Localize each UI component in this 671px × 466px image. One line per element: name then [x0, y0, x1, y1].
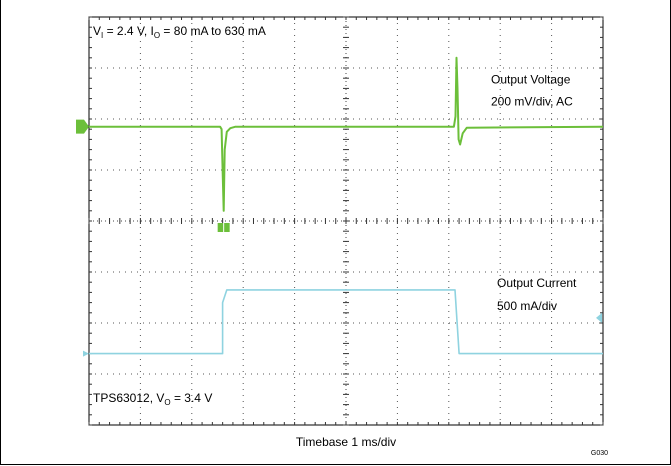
output-voltage-label: Output Voltage 200 mV/div, AC: [491, 72, 574, 108]
current-right-marker: [596, 312, 602, 323]
output-current-trace: [89, 289, 603, 355]
output-current-label-line-2: 500 mA/div: [497, 299, 557, 313]
traces: [89, 56, 604, 355]
output-voltage-label-line-2: 200 mV/div, AC: [491, 94, 573, 108]
output-voltage-label-line-1: Output Voltage: [491, 72, 571, 86]
current-channel-marker: [83, 350, 89, 357]
output-current-label-line-1: Output Current: [497, 276, 577, 290]
test-conditions-label: VI = 2.4 V, IO = 80 mA to 630 mA: [93, 24, 266, 40]
x-axis-label: Timebase 1 ms/div: [296, 435, 396, 449]
voltage-channel-marker: [76, 119, 89, 134]
output-voltage-trace: [89, 56, 604, 212]
device-label: TPS63012, VO = 3.4 V: [93, 391, 212, 407]
figure-id: G030: [591, 450, 608, 457]
scope-grid: [88, 16, 604, 426]
output-current-label: Output Current 500 mA/div: [497, 276, 580, 313]
channel-markers: [76, 119, 602, 357]
